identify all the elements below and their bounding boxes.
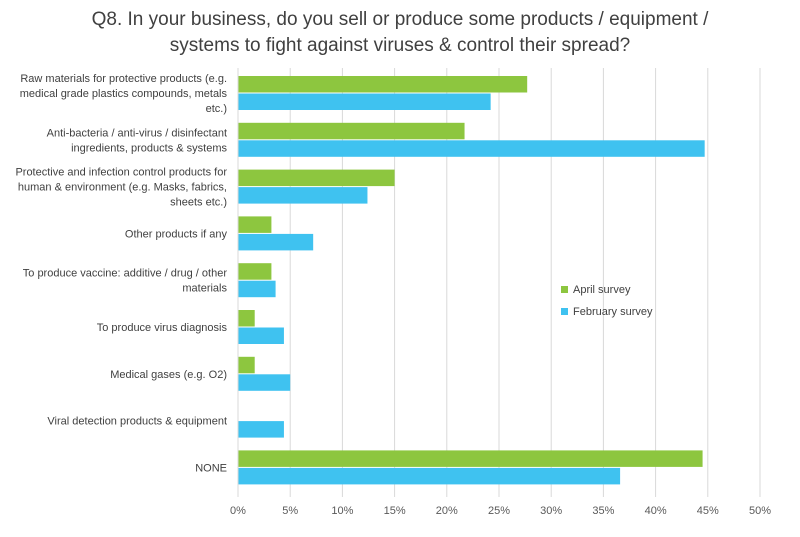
x-tick-label: 35% — [592, 505, 614, 517]
bar-february — [238, 140, 705, 157]
bar-february — [238, 467, 621, 485]
bar-february — [238, 421, 284, 438]
x-tick-label: 50% — [749, 505, 771, 517]
x-tick-label: 40% — [645, 505, 667, 517]
x-tick-label: 30% — [540, 505, 562, 517]
category-label: Viral detection products & equipment — [47, 416, 227, 428]
bar-february — [238, 327, 284, 344]
category-label: NONE — [195, 462, 227, 474]
chart-title-line-2: systems to fight against viruses & contr… — [169, 35, 631, 56]
category-label: Medical gases (e.g. O2) — [110, 369, 227, 381]
bar-february — [238, 187, 368, 204]
bar-april — [238, 310, 255, 327]
bar-february — [238, 233, 314, 251]
legend-swatch — [561, 286, 568, 293]
category-label: Protective and infection control product… — [15, 167, 227, 209]
bar-april — [238, 122, 465, 140]
bar-april — [238, 263, 272, 280]
x-tick-label: 15% — [384, 505, 406, 517]
bar-april — [238, 76, 528, 93]
x-tick-label: 25% — [488, 505, 510, 517]
bar-april — [238, 356, 255, 374]
x-tick-label: 0% — [230, 505, 246, 517]
category-label: Raw materials for protective products (e… — [20, 73, 228, 115]
x-tick-label: 10% — [331, 505, 353, 517]
bar-february — [238, 280, 276, 298]
bar-april — [238, 169, 395, 187]
legend-swatch — [561, 308, 568, 315]
category-label: Other products if any — [125, 228, 228, 240]
x-tick-label: 20% — [436, 505, 458, 517]
chart-title-line-1: Q8. In your business, do you sell or pro… — [91, 9, 709, 30]
category-label: To produce virus diagnosis — [97, 322, 228, 334]
legend-label: February survey — [573, 306, 653, 318]
category-label: Anti-bacteria / anti-virus / disinfectan… — [47, 127, 228, 154]
x-tick-label: 45% — [697, 505, 719, 517]
x-tick-label: 5% — [282, 505, 298, 517]
bar-february — [238, 374, 291, 391]
category-label: To produce vaccine: additive / drug / ot… — [23, 268, 228, 295]
legend-label: April survey — [573, 284, 631, 296]
bar-april — [238, 216, 272, 233]
bar-february — [238, 93, 491, 110]
bar-april — [238, 450, 703, 467]
